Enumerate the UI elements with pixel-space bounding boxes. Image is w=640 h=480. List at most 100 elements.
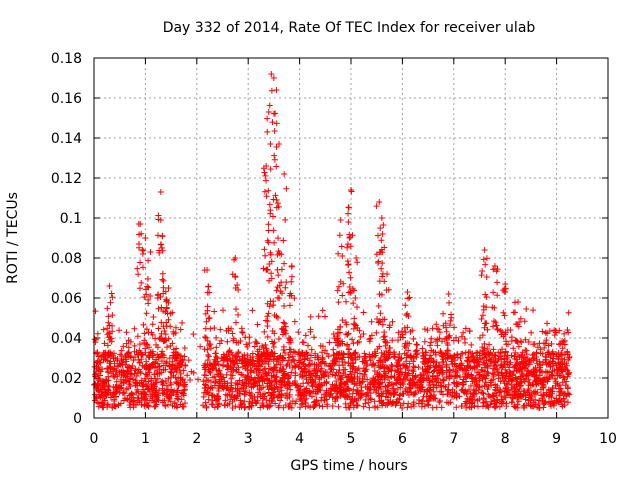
data-point xyxy=(283,362,290,369)
data-point xyxy=(421,355,428,362)
data-point xyxy=(264,322,271,329)
data-point xyxy=(174,357,181,364)
data-point xyxy=(361,359,368,366)
data-point xyxy=(375,302,382,309)
data-point xyxy=(275,404,282,411)
data-point xyxy=(556,353,563,360)
data-point xyxy=(480,256,487,263)
data-point xyxy=(160,389,167,396)
data-point xyxy=(160,277,167,284)
data-point xyxy=(265,310,272,317)
data-point xyxy=(476,373,483,380)
data-point xyxy=(354,375,361,382)
data-point xyxy=(202,382,209,389)
data-point xyxy=(222,397,229,404)
data-point xyxy=(119,390,126,397)
data-point xyxy=(308,346,315,353)
data-point xyxy=(345,376,352,383)
data-point xyxy=(325,353,332,360)
data-point xyxy=(165,375,172,382)
data-point xyxy=(297,358,304,365)
data-point xyxy=(344,244,351,251)
data-point xyxy=(495,349,502,356)
data-point xyxy=(165,285,172,291)
data-point xyxy=(275,336,282,343)
data-point xyxy=(467,382,474,389)
data-point xyxy=(429,373,436,380)
data-point xyxy=(172,352,179,359)
data-point xyxy=(521,404,528,411)
data-point xyxy=(216,376,223,383)
data-point xyxy=(520,376,527,383)
data-point xyxy=(462,398,469,405)
data-point xyxy=(515,366,522,373)
data-point xyxy=(522,396,529,403)
data-point xyxy=(445,347,452,354)
data-point xyxy=(229,404,236,411)
data-point xyxy=(190,331,197,338)
data-point xyxy=(401,371,408,378)
data-point xyxy=(511,403,518,410)
data-point xyxy=(392,389,399,396)
data-point xyxy=(280,237,287,244)
data-point xyxy=(305,379,312,386)
data-point xyxy=(418,403,425,410)
data-point xyxy=(173,367,180,374)
data-point xyxy=(476,383,483,390)
data-point xyxy=(378,390,385,397)
data-point xyxy=(345,354,352,361)
data-point xyxy=(511,364,518,371)
data-point xyxy=(336,362,343,369)
data-point xyxy=(120,397,127,404)
data-point xyxy=(94,330,101,337)
data-point xyxy=(311,334,318,341)
data-point xyxy=(531,340,538,347)
data-point xyxy=(261,366,268,373)
data-point xyxy=(524,367,531,374)
data-point xyxy=(247,376,254,383)
data-point xyxy=(274,266,281,273)
data-point xyxy=(438,350,445,357)
data-point xyxy=(556,341,563,348)
data-point xyxy=(313,398,320,405)
data-point xyxy=(281,260,288,267)
data-point xyxy=(543,359,550,366)
data-point xyxy=(286,302,293,309)
data-point xyxy=(548,350,555,357)
data-point xyxy=(227,396,234,403)
data-point xyxy=(247,400,254,407)
data-point xyxy=(128,365,135,372)
data-point xyxy=(530,307,537,314)
data-point xyxy=(286,292,293,299)
data-point xyxy=(291,318,298,325)
data-point xyxy=(288,273,295,280)
data-point xyxy=(525,387,532,394)
data-point xyxy=(238,325,245,332)
data-point xyxy=(276,282,283,289)
data-point xyxy=(108,335,115,342)
data-point xyxy=(523,305,530,312)
data-point xyxy=(537,377,544,384)
data-point xyxy=(375,260,382,267)
data-point xyxy=(134,265,141,272)
data-point xyxy=(444,347,451,354)
data-point xyxy=(518,368,525,375)
data-point xyxy=(516,386,523,393)
data-point xyxy=(213,334,220,341)
data-point xyxy=(261,246,268,253)
data-point xyxy=(232,255,239,261)
data-point xyxy=(110,355,117,362)
data-point xyxy=(278,266,285,273)
data-point xyxy=(298,393,305,400)
data-point xyxy=(285,335,292,342)
data-point xyxy=(273,163,280,170)
data-point xyxy=(342,381,349,388)
data-point xyxy=(287,335,294,342)
data-point xyxy=(160,338,167,345)
data-point xyxy=(221,378,228,385)
data-point xyxy=(155,291,162,298)
data-point xyxy=(94,381,101,388)
data-point xyxy=(267,210,274,217)
data-point xyxy=(204,352,211,359)
data-point xyxy=(212,350,219,357)
